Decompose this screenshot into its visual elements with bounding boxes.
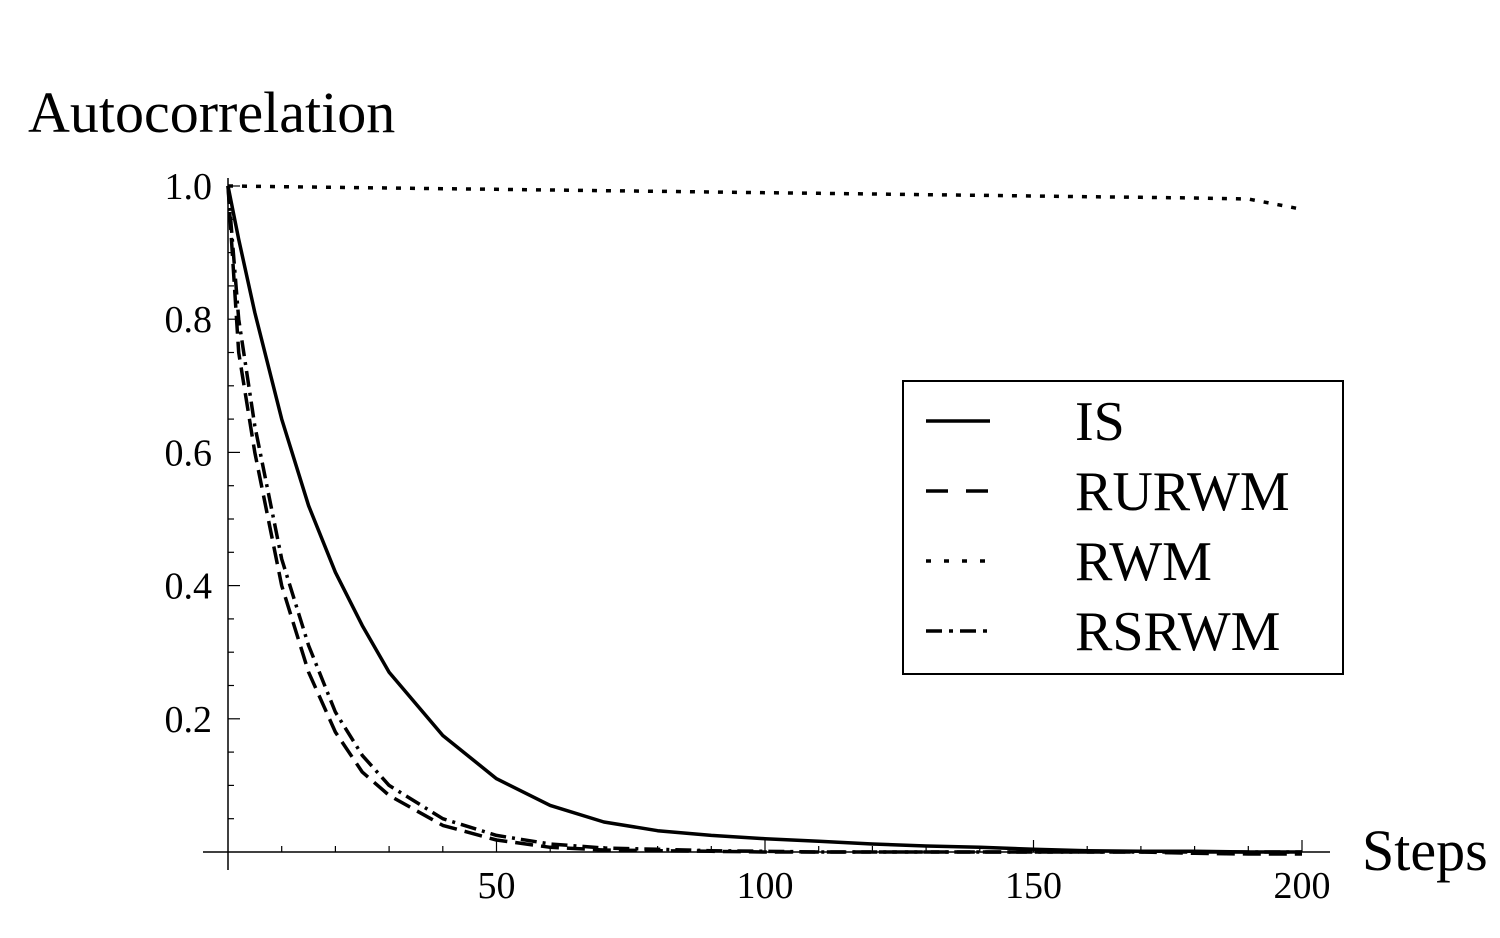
- x-tick-label: 100: [737, 865, 794, 907]
- y-tick-label: 0.6: [165, 432, 213, 474]
- legend-box: [902, 380, 1344, 675]
- legend-label-rwm: RWM: [1075, 531, 1212, 593]
- x-tick-label: 150: [1005, 865, 1062, 907]
- x-tick-label: 200: [1274, 865, 1331, 907]
- legend-label-rsrwm: RSRWM: [1075, 601, 1280, 663]
- legend: IS RURWM RWM RSRWM: [902, 380, 1344, 675]
- axes: 50 100 150 200 0.2 0.4 0.6 0.8 1.0: [165, 166, 1331, 907]
- x-tick-label: 50: [478, 865, 516, 907]
- y-tick-label: 0.8: [165, 299, 213, 341]
- y-tick-label: 0.4: [165, 566, 213, 608]
- series-line-rwm: [227, 184, 1303, 212]
- y-tick-label: 1.0: [165, 166, 213, 208]
- series-line-rsrwm: [226, 185, 1302, 854]
- x-axis-label: Steps: [1362, 818, 1488, 883]
- legend-label-is: IS: [1075, 391, 1125, 453]
- legend-label-rurwm: RURWM: [1075, 461, 1290, 523]
- series-lines: [226, 184, 1303, 856]
- y-tick-label: 0.2: [165, 699, 213, 741]
- y-axis-label: Autocorrelation: [28, 80, 395, 145]
